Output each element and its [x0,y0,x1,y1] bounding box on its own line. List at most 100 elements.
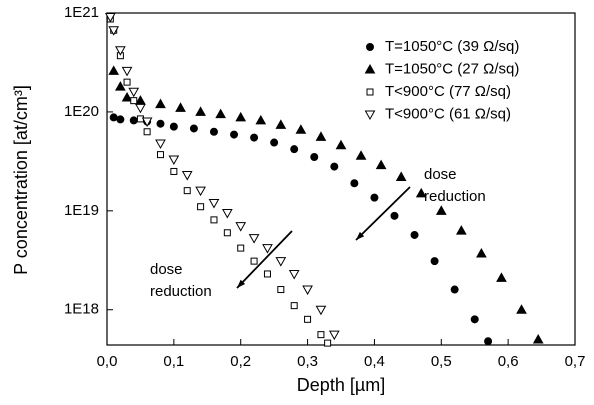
data-point [230,130,239,139]
y-axis-label: P concentration [at/cm³] [11,85,31,275]
data-point [215,108,227,119]
legend-marker [364,63,376,74]
annotation-arrow [236,230,293,289]
data-point [395,171,407,181]
data-point [496,272,507,282]
legend-label: T=1050°C (39 Ω/sq) [385,38,519,55]
data-point [250,133,259,142]
data-point [109,113,118,122]
data-point [516,304,527,314]
data-point [181,171,193,181]
data-point [310,153,319,162]
data-point [143,128,151,136]
data-point [248,234,260,244]
data-point [476,248,487,258]
data-point [295,124,307,134]
data-point [317,331,325,339]
data-point [197,203,205,211]
data-point [115,46,126,56]
data-point [235,222,247,232]
legend-label: T<900°C (61 Ω/sq) [385,105,511,122]
data-point [129,116,138,125]
legend-marker [366,88,374,96]
data-point [450,285,459,294]
legend-marker [366,43,374,51]
x-tick-label: 0,5 [431,353,452,370]
data-point [108,26,120,36]
data-point [108,65,120,75]
data-point [315,131,327,141]
data-point [304,315,312,323]
annotation: dose [150,261,183,278]
x-tick-label: 0,0 [97,353,118,370]
data-point [302,285,313,296]
legend-label: T<900°C (77 Ω/sq) [385,83,511,100]
x-axis-label: Depth [µm] [297,375,385,395]
data-point [235,111,247,122]
y-tick-label: 1E19 [64,202,99,219]
data-point [328,330,340,341]
annotation: reduction [150,283,212,300]
data-point [350,179,359,188]
data-point [237,244,245,252]
data-point [277,286,285,294]
data-point [288,269,300,280]
data-point [155,98,166,109]
data-point [156,119,165,128]
annotation: dose [424,166,457,183]
data-point [275,257,287,267]
data-point [262,244,273,254]
data-point [275,119,287,129]
data-point [324,339,332,347]
data-point [168,155,180,166]
x-tick-label: 0,2 [230,353,251,370]
y-tick-label: 1E18 [64,301,99,318]
data-point [135,95,146,105]
data-point [250,257,258,265]
data-point [141,117,153,128]
data-point [263,270,271,278]
data-point [136,115,144,123]
data-point [121,66,133,77]
arrow-head [237,279,246,288]
data-point [195,186,206,197]
data-point [156,151,164,159]
data-point [290,302,298,310]
x-tick-label: 0,4 [364,353,385,370]
data-point [390,211,399,220]
data-point [455,225,467,235]
data-point [335,139,347,150]
data-point [130,97,138,105]
data-point [290,145,299,154]
data-point [115,81,126,91]
data-point [415,187,427,198]
data-point [208,198,220,209]
data-point [255,114,267,125]
data-point [270,138,279,147]
plot-frame [106,12,576,346]
data-point [370,193,379,202]
legend-marker [364,110,376,121]
data-point [116,115,125,124]
data-point [315,305,327,316]
data-point [410,230,419,239]
data-point [135,103,146,114]
data-point [189,124,198,133]
data-point [209,127,218,136]
annotation: reduction [424,188,486,205]
y-tick-label: 1E21 [64,4,99,21]
data-point [210,216,218,224]
data-point [355,150,367,160]
data-point [195,106,206,116]
data-point [221,209,233,219]
data-point [484,337,493,346]
data-point [223,229,231,237]
x-tick-label: 0,3 [297,353,318,370]
data-point [532,333,544,344]
data-point [104,13,116,23]
x-tick-label: 0,1 [163,353,184,370]
data-point [128,87,140,98]
legend-label: T=1050°C (27 Ω/sq) [385,60,519,77]
data-point [123,78,131,86]
data-point [375,159,387,170]
